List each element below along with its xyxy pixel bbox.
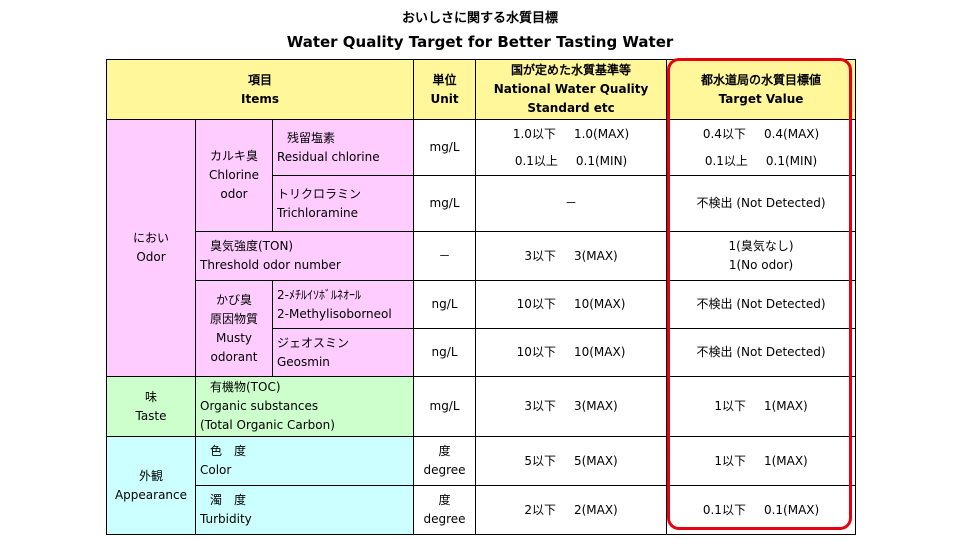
- target-turbidity: 0.1以下 0.1(MAX): [666, 485, 857, 535]
- value-pair: 1以下 1(MAX): [671, 452, 851, 471]
- value-text: 5(MAX): [573, 453, 618, 468]
- standard-threshold-odor: 3以下 3(MAX): [475, 231, 668, 281]
- page-title-japanese: おいしさに関する水質目標: [401, 11, 558, 26]
- page-title-english: Water Quality Target for Better Tasting …: [286, 33, 674, 51]
- subgroup-musty-odorant: かび臭 原因物質 Musty odorant: [195, 280, 273, 377]
- target-geosmin: 不検出 (Not Detected): [666, 328, 857, 377]
- header-target-value: 都水道局の水質目標値 Target Value: [666, 59, 857, 120]
- table-row-2-methylisoborneol: かび臭 原因物質 Musty odorant 2-ﾒﾁﾙｲｿﾎﾞﾙﾈｵｰﾙ 2-…: [107, 280, 857, 377]
- target-color: 1以下 1(MAX): [666, 436, 857, 486]
- value-text: 0.4以下: [702, 126, 746, 141]
- value-text: 0.1以上: [704, 153, 748, 168]
- value-text: 3以下: [524, 248, 556, 263]
- target-residual-chlorine: 0.4以下 0.4(MAX) 0.1以上 0.1(MIN): [666, 119, 857, 176]
- value-text: 10(MAX): [573, 297, 626, 311]
- value-text: 1(MAX): [763, 399, 808, 413]
- table-row-trichloramine: トリクロラミン Trichloramine mg/L － 不検出 (Not De…: [107, 175, 857, 232]
- target-toc: 1以下 1(MAX): [666, 376, 857, 437]
- value-text: 0.1(MIN): [765, 153, 818, 168]
- value-pair: 0.1以下 0.1(MAX): [671, 501, 851, 520]
- value-text: 0.1(MAX): [763, 502, 820, 517]
- item-threshold-odor: 臭気強度(TON) Threshold odor number: [194, 231, 415, 281]
- value-text: 1.0(MAX): [573, 126, 630, 141]
- target-trichloramine: 不検出 (Not Detected): [666, 175, 857, 232]
- value-text: 1以下: [714, 453, 746, 468]
- value-text: 5以下: [524, 453, 556, 468]
- unit-color: 度 degree: [413, 436, 477, 486]
- unit-toc: mg/L: [413, 376, 477, 437]
- header-unit: 単位 Unit: [413, 59, 477, 120]
- value-pair: 10以下 10(MAX): [480, 295, 662, 314]
- unit-threshold-odor: －: [413, 231, 477, 281]
- unit-residual-chlorine: mg/L: [413, 119, 477, 176]
- header-national-standard: 国が定めた水質基準等 National Water Quality Standa…: [475, 59, 668, 120]
- subgroup-chlorine-odor: カルキ臭 Chlorine odor: [195, 119, 273, 232]
- target-2-methylisoborneol: 不検出 (Not Detected): [666, 280, 857, 329]
- unit-geosmin: ng/L: [413, 328, 477, 377]
- target-threshold-odor: 1(臭気なし) 1(No odor): [666, 231, 857, 281]
- standard-2-methylisoborneol: 10以下 10(MAX): [475, 280, 668, 329]
- standard-trichloramine: －: [475, 175, 668, 232]
- table-row-residual-chlorine: におい Odor カルキ臭 Chlorine odor 残留塩素 Residua…: [106, 119, 857, 377]
- value-pair: 0.4以下 0.4(MAX): [671, 125, 851, 144]
- category-appearance: 外観 Appearance: [106, 436, 196, 535]
- item-toc: 有機物(TOC) Organic substances (Total Organ…: [194, 376, 415, 437]
- value-text: 0.4(MAX): [763, 126, 820, 141]
- value-text: 1.0以下: [512, 126, 556, 141]
- standard-color: 5以下 5(MAX): [475, 436, 668, 486]
- value-pair: 5以下 5(MAX): [480, 452, 662, 471]
- item-residual-chlorine: 残留塩素 Residual chlorine: [271, 119, 415, 176]
- header-items: 項目 Items: [105, 59, 415, 120]
- unit-2-methylisoborneol: ng/L: [413, 280, 477, 329]
- value-pair: 10以下 10(MAX): [480, 343, 662, 362]
- value-pair: 0.1以上 0.1(MIN): [480, 152, 662, 171]
- item-turbidity: 濁 度 Turbidity: [194, 485, 415, 535]
- standard-turbidity: 2以下 2(MAX): [475, 485, 668, 535]
- value-text: 2以下: [524, 502, 556, 517]
- value-pair: 1.0以下 1.0(MAX): [480, 125, 662, 144]
- value-text: 10以下: [516, 345, 556, 359]
- water-quality-table: 項目 Items 単位 Unit 国が定めた水質基準等 National Wat…: [105, 59, 857, 535]
- value-text: 0.1以下: [702, 502, 746, 517]
- item-2-methylisoborneol: 2-ﾒﾁﾙｲｿﾎﾞﾙﾈｵｰﾙ 2-Methylisoborneol: [271, 280, 415, 329]
- unit-trichloramine: mg/L: [413, 175, 477, 232]
- category-taste: 味 Taste: [106, 376, 196, 437]
- item-trichloramine: トリクロラミン Trichloramine: [271, 175, 415, 232]
- table-row-geosmin: ジェオスミン Geosmin ng/L 10以下 10(MAX) 不検出 (Not…: [107, 328, 857, 377]
- value-text: 10以下: [516, 297, 556, 311]
- value-pair: 1以下 1(MAX): [671, 397, 851, 416]
- standard-toc: 3以下 3(MAX): [475, 376, 668, 437]
- standard-geosmin: 10以下 10(MAX): [475, 328, 668, 377]
- value-pair: 0.1以上 0.1(MIN): [671, 152, 851, 171]
- standard-residual-chlorine: 1.0以下 1.0(MAX) 0.1以上 0.1(MIN): [475, 119, 668, 176]
- table-row-turbidity: 濁 度 Turbidity 度 degree 2以下 2(MAX) 0.1以下 0.…: [107, 485, 857, 535]
- value-pair: 3以下 3(MAX): [480, 247, 662, 266]
- value-text: 10(MAX): [573, 345, 626, 359]
- value-text: 2(MAX): [573, 502, 618, 517]
- value-text: 1(MAX): [763, 453, 808, 468]
- table-row-color: 外観 Appearance 色 度 Color 度 degree 5以下 5(MA…: [106, 436, 857, 535]
- header-row: 項目 Items 単位 Unit 国が定めた水質基準等 National Wat…: [105, 59, 857, 120]
- value-pair: 2以下 2(MAX): [480, 501, 662, 520]
- value-text: 3以下: [524, 399, 556, 413]
- value-text: 0.1以上: [514, 153, 558, 168]
- unit-turbidity: 度 degree: [413, 485, 477, 535]
- value-pair: 3以下 3(MAX): [480, 397, 662, 416]
- item-geosmin: ジェオスミン Geosmin: [271, 328, 415, 377]
- table-row-threshold-odor: 臭気強度(TON) Threshold odor number － 3以下 3(M…: [107, 231, 857, 281]
- value-text: 3(MAX): [573, 399, 618, 413]
- value-text: 0.1(MIN): [575, 153, 628, 168]
- category-odor: におい Odor: [106, 119, 196, 377]
- table-row-toc: 味 Taste 有機物(TOC) Organic substances (Tot…: [106, 376, 857, 437]
- value-text: 3(MAX): [573, 248, 618, 263]
- item-color: 色 度 Color: [194, 436, 415, 486]
- value-text: 1以下: [714, 399, 746, 413]
